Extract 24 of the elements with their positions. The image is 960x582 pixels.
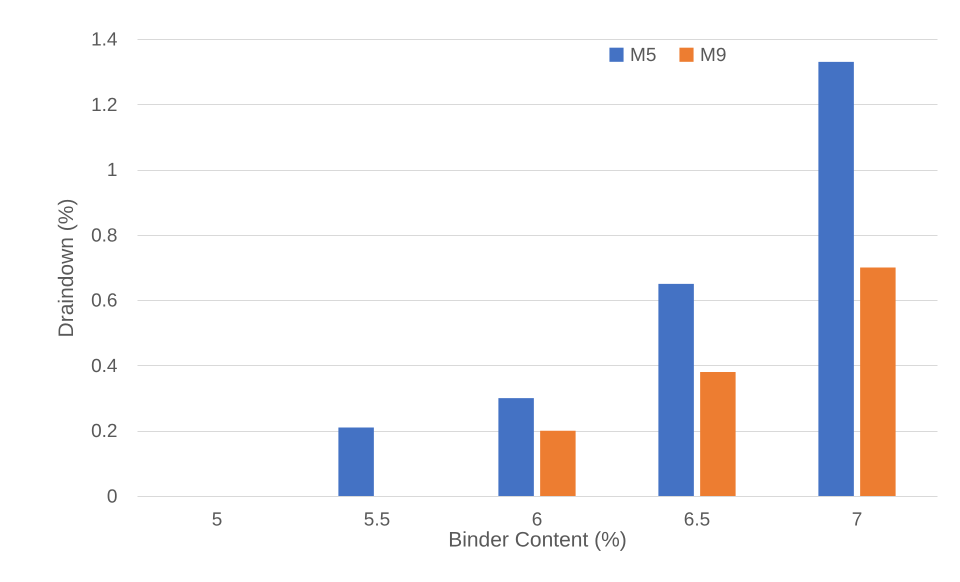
- bar: [498, 398, 534, 496]
- legend-label: M5: [630, 44, 656, 66]
- bar: [860, 268, 896, 496]
- x-tick-label: 6: [532, 510, 542, 530]
- y-tick-label: 0: [106, 486, 118, 508]
- y-tick-label: 0.6: [91, 290, 118, 312]
- y-tick-label: 0.8: [91, 225, 118, 246]
- y-tick-label: 0.2: [91, 421, 118, 442]
- x-tick-label: 5: [212, 510, 222, 530]
- y-tick-label: 1: [106, 160, 118, 182]
- y-tick-label: 1.2: [91, 94, 118, 116]
- x-tick-label: 7: [852, 510, 862, 530]
- x-axis-title: Binder Content (%): [448, 528, 627, 552]
- bar: [338, 427, 374, 496]
- bar: [658, 284, 694, 496]
- y-axis-title: Draindown (%): [55, 198, 78, 338]
- y-tick-label: 1.4: [91, 30, 118, 50]
- bar: [700, 372, 736, 496]
- y-tick-label: 0.4: [91, 356, 118, 377]
- bar: [818, 62, 854, 496]
- x-tick-label: 6.5: [684, 510, 710, 530]
- x-tick-label: 5.5: [364, 510, 390, 530]
- legend-label: M9: [700, 44, 726, 66]
- bar: [540, 430, 576, 496]
